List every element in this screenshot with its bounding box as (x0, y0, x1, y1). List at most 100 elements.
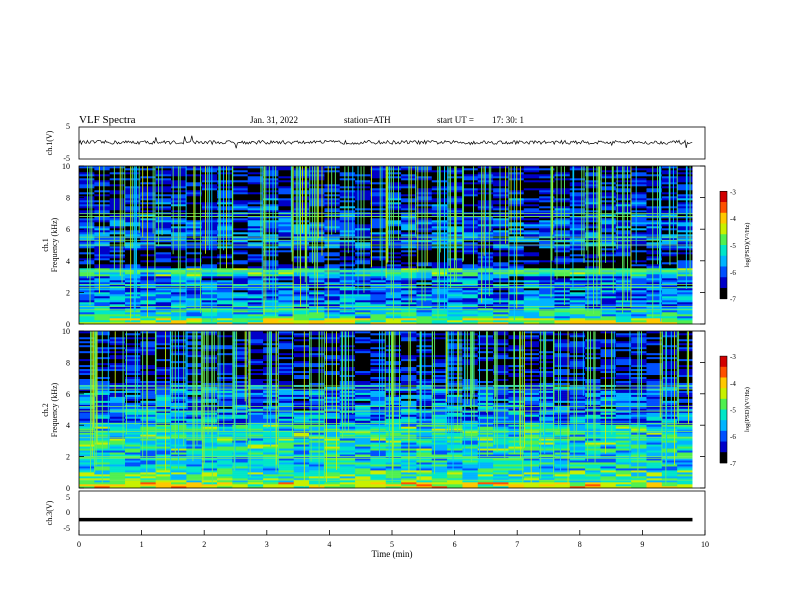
spectrogram-cell (355, 460, 371, 463)
spectrogram-cell (508, 432, 525, 435)
spectrogram-cell (600, 288, 617, 291)
spectrogram-cell (263, 226, 279, 229)
spectrogram-cell (523, 414, 540, 417)
spectrogram-cell (247, 296, 264, 299)
spectrogram-cell (186, 280, 203, 283)
spectrogram-cell (155, 268, 172, 271)
spectrogram-cell (293, 420, 310, 423)
spectrogram-cell (125, 198, 141, 201)
spectrogram-cell (462, 218, 479, 221)
spectrogram-cell (232, 224, 249, 227)
spectrogram-cell (140, 302, 157, 305)
spectrogram-cell (247, 482, 264, 485)
spectrogram-cell (554, 466, 571, 469)
spectrogram-cell (585, 266, 601, 269)
spectrogram-cell (585, 238, 601, 241)
spectrogram-cell (416, 206, 433, 209)
spectrogram-cell (79, 428, 95, 431)
spectrogram-cell (539, 270, 555, 273)
spectrogram-cell (661, 310, 678, 313)
spectrogram-cell (140, 232, 157, 235)
spectrogram-cell (155, 214, 172, 217)
spectrogram-cell (155, 276, 172, 279)
spectrogram-cell (631, 224, 647, 227)
spectrogram-cell (539, 450, 555, 453)
spectrogram-cell (140, 170, 157, 173)
spectrogram-cell (523, 428, 540, 431)
spectrogram-cell (232, 416, 249, 419)
spectrogram-cell (431, 420, 448, 423)
spectrogram-cell (631, 298, 647, 301)
spectrogram-cell (370, 414, 387, 417)
spectrogram-cell (385, 320, 402, 323)
spectrogram-cell (94, 266, 111, 269)
spectrogram-cell (646, 260, 663, 263)
spectrogram-cell (109, 206, 126, 209)
spectrogram-cell (109, 168, 126, 171)
ytick-label: 4 (66, 257, 70, 266)
spectrogram-cell (339, 180, 356, 183)
spectrogram-cell (309, 454, 325, 457)
spectrogram-cell (585, 288, 601, 291)
spectrogram-cell (462, 176, 479, 179)
spectrogram-cell (109, 290, 126, 293)
spectrogram-cell (293, 174, 310, 177)
spectrogram-cell (447, 206, 463, 209)
spectrogram-cell (554, 318, 571, 321)
spectrogram-cell (217, 302, 233, 305)
spectrogram-cell (171, 322, 187, 325)
spectrogram-cell (447, 200, 463, 203)
spectrogram-cell (493, 468, 509, 471)
spectrogram-cell (508, 454, 525, 457)
spectrogram-cell (585, 284, 601, 287)
spectrogram-cell (324, 270, 341, 273)
spectrogram-cell (447, 264, 463, 267)
spectrogram-cell (186, 306, 203, 309)
spectrogram-cell (186, 454, 203, 457)
spectrogram-cell (293, 298, 310, 301)
spectrogram-cell (293, 216, 310, 219)
spectrogram-cell (431, 446, 448, 449)
spectrogram-cell (155, 242, 172, 245)
spectrogram-cell (631, 278, 647, 281)
spectrogram-cell (263, 288, 279, 291)
spectrogram-cell (293, 238, 310, 241)
spectrogram-cell (677, 302, 693, 305)
spectrogram-cell (125, 482, 141, 485)
spectrogram-cell (569, 290, 586, 293)
spectrogram-cell (631, 280, 647, 283)
spectrogram-cell (140, 434, 157, 437)
spectrogram-cell (140, 190, 157, 193)
spectrogram-cell (585, 246, 601, 249)
spectrogram-cell (186, 450, 203, 453)
spectrogram-cell (631, 210, 647, 213)
spectrogram-cell (539, 480, 555, 483)
spectrogram-cell (600, 306, 617, 309)
spectrogram-cell (493, 206, 509, 209)
spectrogram-cell (646, 234, 663, 237)
spectrogram-cell (447, 300, 463, 303)
spectrogram-cell (324, 286, 341, 289)
spectrogram-cell (79, 240, 95, 243)
spectrogram-cell (201, 284, 218, 287)
spectrogram-cell (109, 270, 126, 273)
spectrogram-cell (569, 448, 586, 451)
spectrogram-cell (493, 216, 509, 219)
spectrogram-cell (600, 170, 617, 173)
spectrogram-cell (339, 256, 356, 259)
spectrogram-cell (79, 270, 95, 273)
spectrogram-cell (631, 234, 647, 237)
spectrogram-cell (79, 318, 95, 321)
spectrogram-cell (416, 420, 433, 423)
spectrogram-cell (217, 462, 233, 465)
spectrogram-cell (339, 194, 356, 197)
spectrogram-cell (615, 462, 632, 465)
spectrogram-cell (125, 438, 141, 441)
spectrogram-cell (600, 486, 617, 489)
spectrogram-cell (508, 440, 525, 443)
spectrogram-cell (109, 294, 126, 297)
colorbar-swatch (720, 255, 727, 258)
spectrogram-cell (600, 416, 617, 419)
spectrogram-cell (585, 310, 601, 313)
spectrogram-cell (94, 238, 111, 241)
